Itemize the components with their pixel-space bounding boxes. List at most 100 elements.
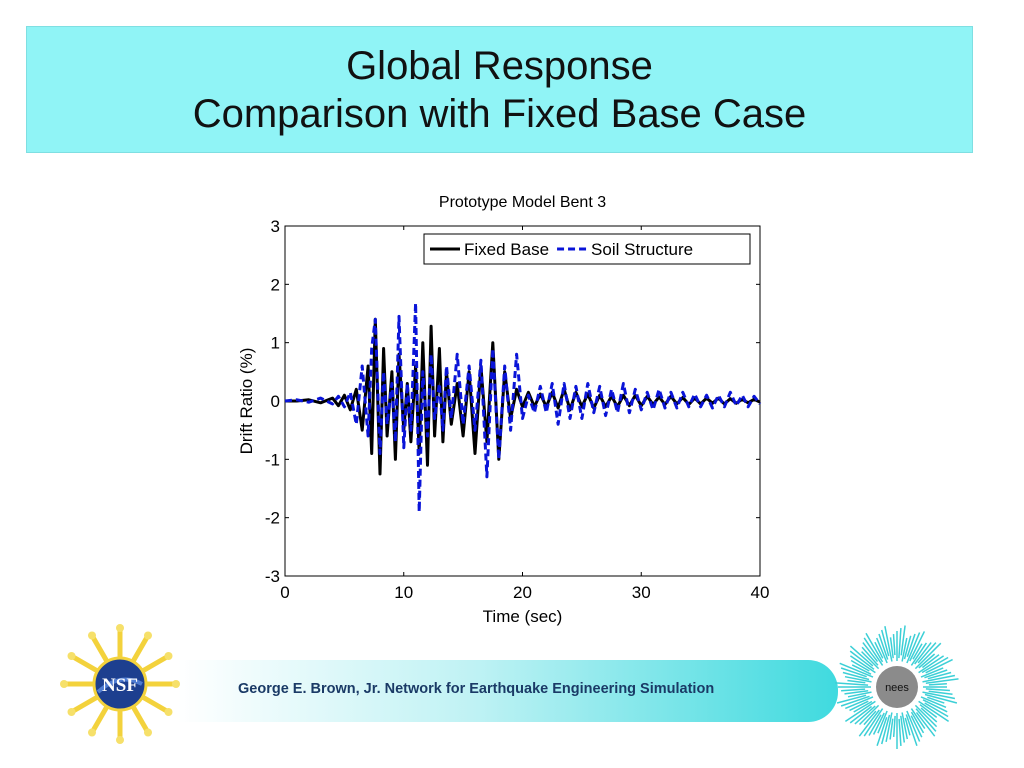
nees-ray <box>918 655 945 674</box>
nees-ray <box>840 667 867 678</box>
nees-ray <box>919 704 938 718</box>
plot-area <box>284 225 761 577</box>
nees-ray <box>906 633 916 657</box>
nees-ray <box>858 709 880 737</box>
nees-ray <box>921 654 940 669</box>
nees-ray <box>889 718 894 740</box>
nees-ray <box>868 714 882 736</box>
nees-ray <box>924 702 949 718</box>
nees-ray <box>917 642 937 664</box>
nsf-logo-text: NSF <box>102 675 138 696</box>
nsf-ray-tip <box>88 728 96 737</box>
nees-ray <box>842 671 870 681</box>
legend-box <box>423 233 751 265</box>
x-tick-label: 10 <box>394 583 413 602</box>
nees-ray <box>872 712 885 735</box>
nsf-ray-tip <box>116 624 124 632</box>
nees-ray <box>920 707 938 723</box>
nsf-ray-tip <box>172 680 180 688</box>
nsf-ray-tip <box>67 708 76 716</box>
legend-label: Fixed Base <box>464 240 549 259</box>
nees-ray <box>844 700 876 723</box>
nsf-ray-tip <box>164 652 173 660</box>
nees-ray <box>906 632 921 664</box>
nees-ray <box>914 642 932 665</box>
nees-ray <box>849 705 873 724</box>
nsf-ray-tip <box>144 728 152 737</box>
nees-ray <box>854 705 876 725</box>
nees-ray <box>845 696 874 710</box>
nees-ray <box>918 653 936 669</box>
x-tick-label: 40 <box>751 583 770 602</box>
y-tick-label: 0 <box>271 392 280 411</box>
nees-ray <box>910 642 928 666</box>
nees-ray <box>900 715 906 743</box>
x-axis-label: Time (sec) <box>483 607 563 626</box>
nees-ray <box>839 662 874 678</box>
nees-ray <box>921 656 949 674</box>
nees-ray <box>863 710 877 726</box>
nees-ray <box>862 642 879 663</box>
y-tick-label: 2 <box>271 275 280 294</box>
nees-ray <box>922 674 956 683</box>
nees-ray <box>927 696 945 704</box>
nees-ray <box>914 642 942 670</box>
nees-ray <box>925 658 953 674</box>
nsf-ray-tip <box>67 652 76 660</box>
nees-ray <box>920 667 944 678</box>
nees-logo-icon: nees <box>835 625 959 749</box>
nees-ray <box>847 691 872 698</box>
nees-ray <box>835 682 869 686</box>
nees-ray <box>851 664 872 675</box>
nees-ray <box>900 625 906 656</box>
y-tick-label: 3 <box>271 217 280 236</box>
y-tick-label: -3 <box>265 567 280 586</box>
nees-ray <box>914 704 938 728</box>
nees-ray <box>853 700 873 713</box>
nees-ray <box>861 651 880 670</box>
nees-ray <box>909 631 926 662</box>
nees-ray <box>925 688 950 692</box>
nees-ray <box>901 712 909 740</box>
nees-ray <box>861 646 879 666</box>
nees-ray <box>928 690 953 696</box>
nees-ray <box>920 696 947 708</box>
nees-ray <box>906 710 921 742</box>
nees-ray <box>844 690 869 695</box>
nees-ray <box>922 699 948 713</box>
legend-label: Soil Structure <box>591 240 693 259</box>
nees-ray <box>878 633 889 660</box>
x-tick-label: 20 <box>513 583 532 602</box>
nees-ray <box>877 710 888 734</box>
nees-ray <box>863 637 884 666</box>
nsf-ray-tip <box>164 708 173 716</box>
nees-ray <box>924 669 948 679</box>
nees-ray <box>849 645 874 667</box>
nees-ray <box>858 704 880 726</box>
nees-ray <box>840 695 870 707</box>
slide-title-line-2: Comparison with Fixed Base Case <box>192 91 807 136</box>
footer-text: George E. Brown, Jr. Network for Earthqu… <box>238 681 715 697</box>
nees-ray <box>876 637 888 664</box>
slide-title-band: Global Response Comparison with Fixed Ba… <box>26 26 973 153</box>
nees-ray <box>910 711 925 734</box>
nees-ray <box>889 637 894 659</box>
nsf-ray-tip <box>116 736 124 744</box>
footer-band <box>178 660 838 722</box>
nees-ray <box>901 637 908 662</box>
nees-ray <box>863 708 884 737</box>
nees-ray <box>884 626 893 662</box>
nees-ray <box>880 714 891 745</box>
nees-logo-text: nees <box>885 682 909 694</box>
nees-ray <box>885 712 893 743</box>
nsf-ray-tip <box>60 680 68 688</box>
nees-ray <box>922 691 956 700</box>
y-tick-label: 1 <box>271 334 280 353</box>
nees-ray <box>865 632 884 663</box>
nees-ray <box>903 635 912 660</box>
nees-ray <box>849 700 869 712</box>
nees-ray <box>849 650 875 670</box>
nees-ray <box>874 641 884 659</box>
nees-ray <box>910 708 926 730</box>
